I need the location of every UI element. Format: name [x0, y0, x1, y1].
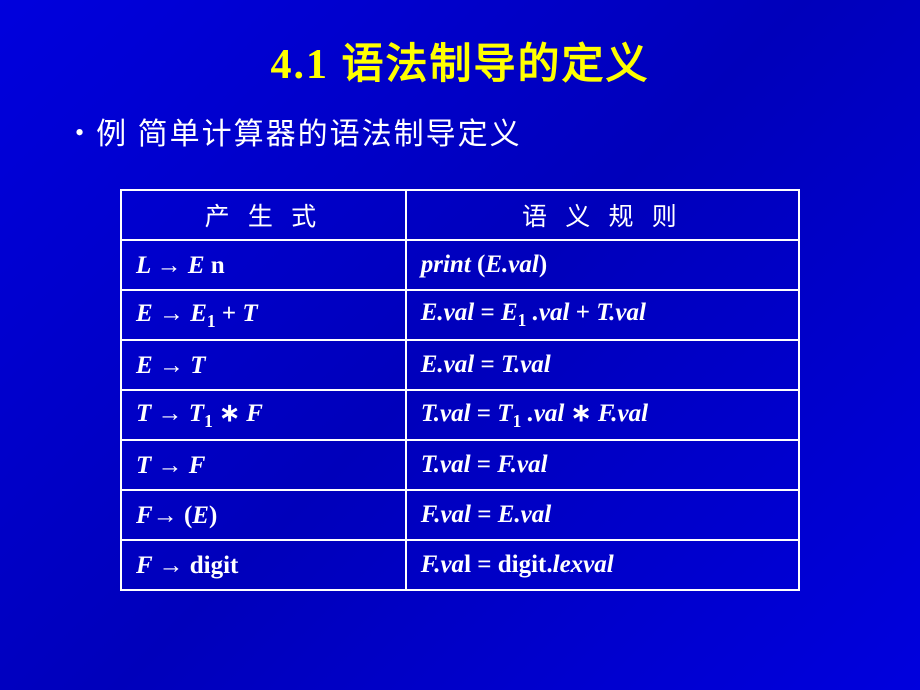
- rule-cell: T.val = T1 .val ∗ F.val: [406, 390, 799, 440]
- rule-cell: F.val = digit.lexval: [406, 540, 799, 590]
- production-cell: F → digit: [121, 540, 406, 590]
- rule-cell: E.val = T.val: [406, 340, 799, 390]
- production-cell: E → E1 + T: [121, 290, 406, 340]
- production-cell: T → F: [121, 440, 406, 490]
- production-cell: L → E n: [121, 240, 406, 290]
- rule-cell: print (E.val): [406, 240, 799, 290]
- table-row: T → T1 ∗ F T.val = T1 .val ∗ F.val: [121, 390, 799, 440]
- table-row: E → E1 + T E.val = E1 .val + T.val: [121, 290, 799, 340]
- table-row: T → F T.val = F.val: [121, 440, 799, 490]
- table-row: L → E n print (E.val): [121, 240, 799, 290]
- grammar-table: 产 生 式 语 义 规 则 L → E n print (E.val) E → …: [120, 189, 800, 591]
- production-cell: E → T: [121, 340, 406, 390]
- bullet-text: 例 简单计算器的语法制导定义: [96, 115, 522, 154]
- bullet-row: • 例 简单计算器的语法制导定义: [75, 115, 880, 154]
- header-semantic-rules: 语 义 规 则: [406, 190, 799, 240]
- table-row: F→ (E) F.val = E.val: [121, 490, 799, 540]
- rule-cell: F.val = E.val: [406, 490, 799, 540]
- production-cell: F→ (E): [121, 490, 406, 540]
- table-row: F → digit F.val = digit.lexval: [121, 540, 799, 590]
- slide-title: 4.1 语法制导的定义: [40, 30, 880, 91]
- table-wrapper: 产 生 式 语 义 规 则 L → E n print (E.val) E → …: [40, 189, 880, 591]
- table-header-row: 产 生 式 语 义 规 则: [121, 190, 799, 240]
- production-cell: T → T1 ∗ F: [121, 390, 406, 440]
- table-row: E → T E.val = T.val: [121, 340, 799, 390]
- rule-cell: T.val = F.val: [406, 440, 799, 490]
- slide-container: 4.1 语法制导的定义 • 例 简单计算器的语法制导定义 产 生 式 语 义 规…: [0, 0, 920, 690]
- rule-cell: E.val = E1 .val + T.val: [406, 290, 799, 340]
- bullet-marker: •: [75, 115, 84, 151]
- header-productions: 产 生 式: [121, 190, 406, 240]
- table-body: L → E n print (E.val) E → E1 + T E.val =…: [121, 240, 799, 590]
